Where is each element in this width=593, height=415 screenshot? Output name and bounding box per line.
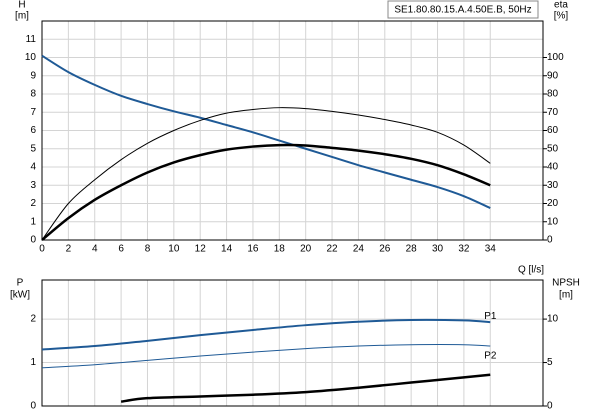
y2-tick-label: 0	[547, 235, 553, 246]
x-tick-label: 26	[379, 244, 391, 255]
y2-tick-label: 50	[547, 143, 559, 154]
y-tick-label: 11	[26, 34, 37, 45]
curve-label: P1	[484, 311, 497, 322]
y2-tick-label: 10	[547, 314, 559, 325]
x-tick-label: 32	[458, 244, 470, 255]
y-tick-label: 9	[30, 70, 36, 81]
y2-tick-label: 80	[547, 89, 559, 100]
y2-unit: [m]	[559, 290, 573, 301]
y-tick-label: 8	[30, 89, 36, 100]
y-tick-label: 5	[30, 143, 36, 154]
curve	[120, 373, 491, 403]
y2-tick-label: 60	[547, 125, 559, 136]
x-label: Q [l/s]	[518, 265, 544, 276]
x-tick-label: 30	[432, 244, 444, 255]
x-tick-label: 28	[406, 244, 418, 255]
y2-label: eta	[554, 0, 568, 11]
y2-tick-label: 10	[547, 216, 559, 227]
y-tick-label: 0	[30, 235, 36, 246]
y2-unit: [%]	[554, 11, 569, 22]
curve	[41, 143, 491, 241]
y2-tick-label: 90	[547, 70, 559, 81]
curve-label: P2	[484, 351, 497, 362]
chart-title: SE1.80.80.15.A.4.50E.B, 50Hz	[394, 5, 531, 16]
y-unit: [kW]	[10, 290, 30, 301]
y2-tick-label: 40	[547, 162, 559, 173]
x-tick-label: 6	[118, 244, 124, 255]
y2-label: NPSH	[552, 278, 580, 289]
x-tick-label: 2	[66, 244, 72, 255]
x-tick-label: 12	[195, 244, 207, 255]
curve	[41, 107, 491, 241]
x-tick-label: 22	[326, 244, 338, 255]
y2-tick-label: 70	[547, 107, 559, 118]
y-tick-label: 6	[30, 125, 36, 136]
y-label: P	[17, 278, 24, 289]
x-tick-label: 10	[168, 244, 180, 255]
x-tick-label: 24	[353, 244, 365, 255]
x-tick-label: 14	[221, 244, 233, 255]
x-tick-label: 16	[247, 244, 259, 255]
plot-frame	[41, 279, 544, 407]
y2-tick-label: 5	[547, 357, 553, 368]
y-tick-label: 2	[30, 198, 36, 209]
y-tick-label: 3	[30, 180, 36, 191]
y-tick-label: 4	[30, 162, 36, 173]
y-unit: [m]	[15, 11, 29, 22]
y-tick-label: 7	[30, 107, 36, 118]
y2-tick-label: 100	[547, 52, 564, 63]
y-tick-label: 1	[30, 357, 36, 368]
plot-frame	[41, 20, 544, 241]
curve	[41, 344, 491, 369]
x-tick-label: 20	[300, 244, 312, 255]
y2-tick-label: 20	[547, 198, 559, 209]
y-label: H	[18, 0, 25, 11]
x-tick-label: 0	[39, 244, 45, 255]
x-tick-label: 34	[485, 244, 497, 255]
x-tick-label: 8	[145, 244, 151, 255]
y-tick-label: 1	[30, 216, 36, 227]
curve	[41, 318, 491, 351]
y-tick-label: 0	[30, 401, 36, 412]
x-tick-label: 18	[274, 244, 286, 255]
y-tick-label: 10	[25, 52, 37, 63]
x-tick-label: 4	[92, 244, 98, 255]
y2-tick-label: 0	[547, 401, 553, 412]
title-box	[387, 0, 539, 19]
y-tick-label: 2	[30, 314, 36, 325]
curve	[41, 54, 491, 209]
y2-tick-label: 30	[547, 180, 559, 191]
